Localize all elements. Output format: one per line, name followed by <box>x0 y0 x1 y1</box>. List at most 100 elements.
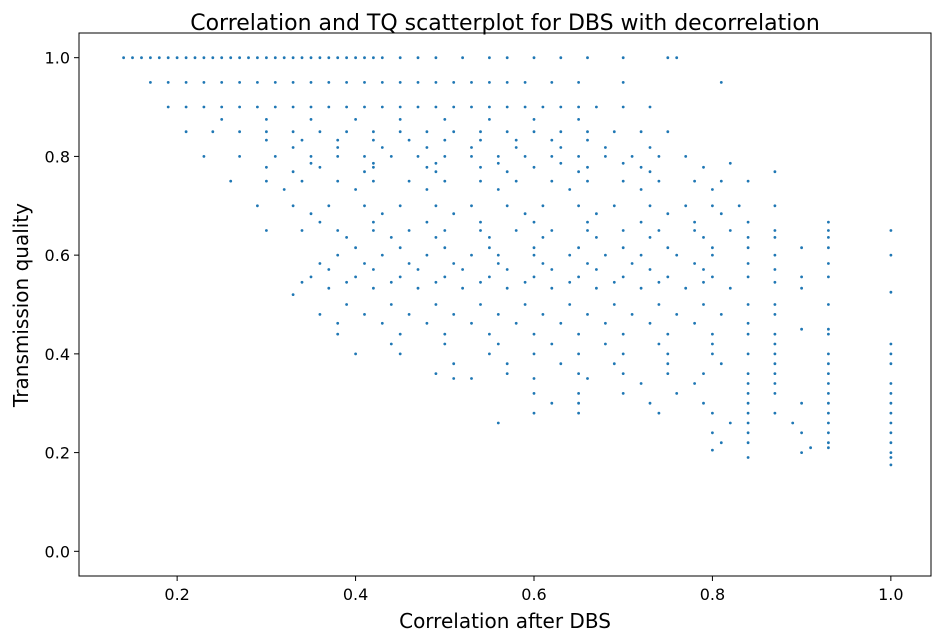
data-point <box>773 268 777 271</box>
data-point <box>711 352 714 356</box>
data-point <box>265 165 268 169</box>
data-point <box>488 352 491 356</box>
data-point <box>372 165 375 169</box>
data-point <box>220 81 224 84</box>
data-point <box>773 303 777 306</box>
y-tick-label: 0.4 <box>45 345 70 364</box>
data-point <box>345 130 348 134</box>
data-point <box>131 56 134 60</box>
data-point <box>505 81 509 84</box>
data-point <box>657 179 661 183</box>
data-point <box>889 392 893 395</box>
data-point <box>621 179 625 183</box>
data-point <box>711 431 714 435</box>
data-point <box>372 220 375 224</box>
data-point <box>211 56 215 60</box>
data-point <box>532 332 536 336</box>
data-point <box>800 431 803 435</box>
data-point <box>434 161 438 165</box>
data-point <box>479 280 482 284</box>
data-point <box>621 105 625 109</box>
x-axis-label: Correlation after DBS <box>399 609 611 633</box>
data-point <box>336 229 340 232</box>
data-point <box>675 313 679 316</box>
data-point <box>648 236 652 239</box>
data-point <box>809 446 812 450</box>
data-point <box>541 236 545 239</box>
data-point <box>889 451 893 454</box>
data-point <box>318 130 322 134</box>
data-point <box>827 332 830 336</box>
data-point <box>434 105 438 109</box>
data-points <box>122 56 893 467</box>
data-point <box>523 105 527 109</box>
data-point <box>354 118 357 121</box>
data-point <box>773 392 777 395</box>
data-point <box>140 56 143 60</box>
data-point <box>773 342 777 346</box>
data-point <box>559 362 563 366</box>
data-point <box>666 332 670 336</box>
data-point <box>211 130 215 134</box>
data-point <box>827 362 830 366</box>
data-point <box>711 332 714 336</box>
data-point <box>479 130 482 134</box>
data-point <box>452 377 456 380</box>
data-point <box>577 170 580 174</box>
data-point <box>657 342 661 346</box>
data-point <box>559 161 563 165</box>
data-point <box>889 342 893 346</box>
data-point <box>273 105 277 109</box>
data-point <box>827 441 830 445</box>
data-point <box>398 118 402 121</box>
data-point <box>416 81 420 84</box>
data-point <box>595 212 598 216</box>
data-point <box>425 321 429 325</box>
data-point <box>541 105 545 109</box>
y-tick-label: 0.8 <box>45 147 70 166</box>
data-point <box>193 56 197 60</box>
data-point <box>345 81 348 84</box>
data-point <box>702 372 705 375</box>
data-point <box>621 332 625 336</box>
data-point <box>345 303 348 306</box>
data-point <box>604 321 607 325</box>
data-point <box>291 105 295 109</box>
data-point <box>827 220 830 224</box>
y-tick-label: 1.0 <box>45 49 70 68</box>
data-point <box>265 130 268 134</box>
data-point <box>452 105 456 109</box>
data-point <box>889 456 893 459</box>
data-point <box>389 236 393 239</box>
data-point <box>470 377 473 380</box>
data-point <box>577 118 580 121</box>
data-point <box>238 130 242 134</box>
data-point <box>657 155 661 158</box>
data-point <box>363 81 366 84</box>
data-point <box>889 290 893 294</box>
data-point <box>541 313 545 316</box>
data-point <box>577 411 580 415</box>
data-point <box>416 105 420 109</box>
data-point <box>149 81 152 84</box>
data-point <box>345 280 348 284</box>
data-point <box>372 130 375 134</box>
data-point <box>702 268 705 271</box>
data-point <box>389 280 393 284</box>
data-point <box>496 155 500 158</box>
data-point <box>265 179 268 183</box>
data-point <box>309 212 313 216</box>
data-point <box>773 382 777 385</box>
data-point <box>488 81 491 84</box>
data-point <box>621 246 625 250</box>
data-point <box>300 229 304 232</box>
x-tick-label: 0.8 <box>700 585 725 604</box>
data-point <box>604 253 607 257</box>
data-point <box>675 56 679 60</box>
data-point <box>318 313 322 316</box>
data-point <box>443 246 447 250</box>
data-point <box>827 392 830 395</box>
data-point <box>202 56 206 60</box>
data-point <box>586 165 589 169</box>
data-point <box>737 204 741 208</box>
